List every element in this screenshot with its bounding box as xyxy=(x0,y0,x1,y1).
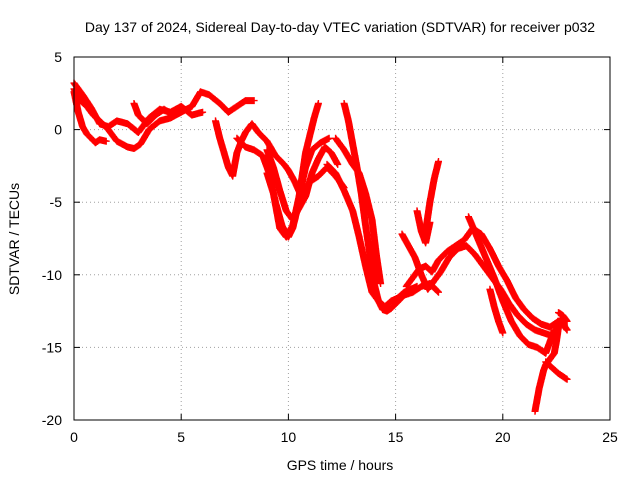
x-tick-label: 20 xyxy=(495,429,511,445)
data-point-markers xyxy=(323,160,421,311)
plot-frame xyxy=(73,56,611,421)
series-trace-j xyxy=(323,160,421,311)
x-tick-label: 5 xyxy=(177,429,185,445)
series-trace-t xyxy=(555,309,571,325)
data-point-markers xyxy=(465,213,558,357)
x-tick-label: 25 xyxy=(602,429,618,445)
data-point-markers xyxy=(486,285,507,337)
data-point-markers xyxy=(555,309,571,325)
y-axis-title: SDTVAR / TECUs xyxy=(6,183,22,295)
y-tick-label: -10 xyxy=(42,267,62,283)
series-trace-p xyxy=(465,213,558,357)
y-tick-label: -5 xyxy=(50,194,63,210)
y-tick-label: -15 xyxy=(42,339,62,355)
data-point-markers xyxy=(542,358,571,383)
y-tick-label: -20 xyxy=(42,412,62,428)
axis-ticks: 0 5 10 15 20 25 5 0 -5 -10 -15 -20 xyxy=(42,49,618,445)
data-point-markers xyxy=(413,207,434,247)
x-tick-label: 15 xyxy=(388,429,404,445)
series-trace-s xyxy=(542,358,571,383)
data-point-markers xyxy=(130,100,177,128)
series-trace-h xyxy=(263,134,333,241)
chart-title: Day 137 of 2024, Sidereal Day-to-day VTE… xyxy=(85,19,595,35)
y-tick-label: 5 xyxy=(54,49,62,65)
y-tick-label: 0 xyxy=(54,122,62,138)
x-tick-label: 0 xyxy=(70,429,78,445)
series-trace-o xyxy=(413,207,434,247)
series-trace-k xyxy=(332,134,385,287)
x-axis-title: GPS time / hours xyxy=(287,457,394,473)
series-trace-d xyxy=(130,100,177,128)
x-tick-label: 10 xyxy=(281,429,297,445)
data-point-markers xyxy=(263,134,333,241)
data-series xyxy=(70,79,571,415)
data-point-markers xyxy=(332,134,385,287)
series-trace-q xyxy=(486,285,507,337)
grid-lines xyxy=(74,57,610,420)
